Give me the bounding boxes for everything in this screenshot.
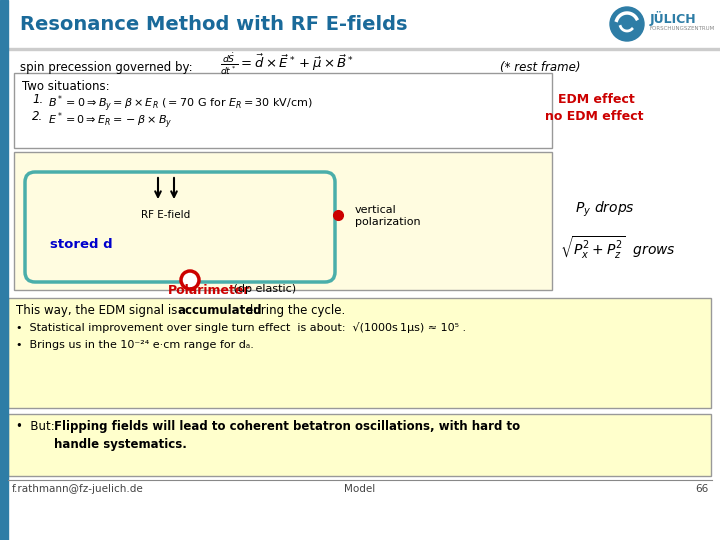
Text: EDM effect: EDM effect xyxy=(558,93,635,106)
Text: Model: Model xyxy=(344,484,376,494)
Text: accumulated: accumulated xyxy=(178,304,263,317)
FancyBboxPatch shape xyxy=(14,73,552,148)
Text: Polarimeter: Polarimeter xyxy=(168,284,251,297)
Text: stored d: stored d xyxy=(50,238,112,251)
Text: f.rathmann@fz-juelich.de: f.rathmann@fz-juelich.de xyxy=(12,484,144,494)
Text: $E^* = 0 \Rightarrow E_R = -\beta\times B_y$: $E^* = 0 \Rightarrow E_R = -\beta\times … xyxy=(48,110,173,131)
Text: Flipping fields will lead to coherent betatron oscillations, with hard to: Flipping fields will lead to coherent be… xyxy=(54,420,520,433)
Bar xyxy=(0,0,720,48)
Text: FORSCHUNGSZENTRUM: FORSCHUNGSZENTRUM xyxy=(650,26,715,31)
Text: 66: 66 xyxy=(695,484,708,494)
Text: $\sqrt{P_x^2 + P_z^2}\ \ \mathit{grows}$: $\sqrt{P_x^2 + P_z^2}\ \ \mathit{grows}$ xyxy=(560,235,676,261)
Circle shape xyxy=(610,7,644,41)
Text: $\frac{d\dot{S}}{dt^*} = \vec{d}\times\vec{E}^* + \vec{\mu}\times\vec{B}^*$: $\frac{d\dot{S}}{dt^*} = \vec{d}\times\v… xyxy=(220,51,354,77)
Text: •  But:: • But: xyxy=(16,420,58,433)
FancyBboxPatch shape xyxy=(8,298,711,408)
Text: This way, the EDM signal is: This way, the EDM signal is xyxy=(16,304,181,317)
Bar xyxy=(0,48,720,50)
Text: 1.: 1. xyxy=(32,93,43,106)
Text: RF E-field: RF E-field xyxy=(141,210,191,220)
Text: JÜLICH: JÜLICH xyxy=(650,11,697,26)
Text: (dp elastic): (dp elastic) xyxy=(230,284,296,294)
Text: vertical
polarization: vertical polarization xyxy=(355,205,420,227)
Text: Two situations:: Two situations: xyxy=(22,80,109,93)
Text: handle systematics.: handle systematics. xyxy=(54,438,187,451)
Text: •  Brings us in the 10⁻²⁴ e·cm range for dₐ.: • Brings us in the 10⁻²⁴ e·cm range for … xyxy=(16,340,254,350)
Text: $P_y\ \mathit{drops}$: $P_y\ \mathit{drops}$ xyxy=(575,200,635,219)
Text: Resonance Method with RF E-fields: Resonance Method with RF E-fields xyxy=(20,15,408,33)
FancyBboxPatch shape xyxy=(25,172,335,282)
Text: $B^* = 0 \Rightarrow B_y = \beta\times E_R\ (= 70\ \mathrm{G\ for}\ E_R = 30\ \m: $B^* = 0 \Rightarrow B_y = \beta\times E… xyxy=(48,93,312,114)
FancyBboxPatch shape xyxy=(14,152,552,290)
Text: spin precession governed by:: spin precession governed by: xyxy=(20,62,193,75)
Text: •  Statistical improvement over single turn effect  is about:  √(1000s 1μs) ≈ 10: • Statistical improvement over single tu… xyxy=(16,322,466,333)
Text: (* rest frame): (* rest frame) xyxy=(500,62,580,75)
FancyBboxPatch shape xyxy=(8,414,711,476)
Text: 2.: 2. xyxy=(32,110,43,123)
Circle shape xyxy=(181,271,199,289)
Bar xyxy=(0,0,8,540)
Text: no EDM effect: no EDM effect xyxy=(545,110,644,123)
Text: during the cycle.: during the cycle. xyxy=(242,304,346,317)
